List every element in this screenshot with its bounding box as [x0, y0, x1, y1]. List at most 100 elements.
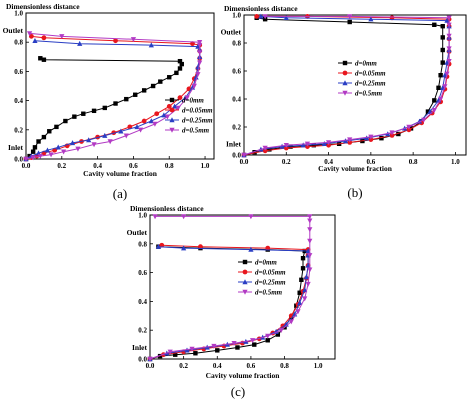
x-axis-label: Cavity volume fraction [206, 371, 281, 380]
x-axis-label: Cavity volume fraction [83, 169, 158, 178]
legend: d=0mm d=0.05mm d=0.25mm d=0.5mm [165, 97, 213, 135]
data-point [321, 141, 327, 146]
data-point [283, 15, 289, 20]
y-marker-label: Outlet [127, 228, 148, 237]
x-tick-label: 0.0 [22, 162, 31, 170]
data-point [197, 40, 203, 45]
data-point [150, 83, 156, 89]
data-point [248, 246, 254, 252]
data-point [37, 153, 43, 159]
x-tick-label: 0.2 [57, 162, 66, 170]
legend-entry: d=0.25mm [182, 117, 213, 125]
data-point [440, 47, 445, 53]
data-point [113, 101, 118, 106]
data-point [181, 245, 187, 251]
data-point [75, 146, 81, 152]
series-line [149, 215, 311, 360]
data-point [300, 256, 306, 261]
series-d=0mm [241, 15, 445, 158]
series-d=0.05mm [241, 14, 452, 158]
legend-swatch-marker [242, 259, 248, 265]
data-point [275, 332, 281, 337]
data-point [181, 214, 187, 220]
x-tick-label: 1.0 [451, 158, 460, 166]
data-point [184, 95, 190, 101]
legend-swatch-marker [169, 107, 175, 113]
legend-swatch-marker [169, 97, 175, 103]
legend-entry: d=0.05mm [255, 269, 286, 277]
series-line [25, 32, 201, 160]
series-line [243, 15, 450, 156]
data-point [307, 218, 313, 224]
data-point [44, 147, 51, 153]
legend-swatch-marker [342, 80, 348, 86]
data-point [267, 147, 272, 152]
data-point [235, 345, 240, 350]
y-tick-label: 0.6 [232, 68, 241, 76]
y-marker-label: Outlet [221, 27, 242, 36]
plot-frame [243, 14, 467, 156]
data-point [59, 34, 65, 40]
data-point [446, 15, 452, 21]
y-tick-label: 0.0 [232, 152, 241, 160]
y-tick-label: 0.8 [232, 40, 241, 48]
plot-frame [149, 214, 336, 360]
data-point [63, 118, 68, 124]
data-point [379, 136, 384, 141]
x-tick-label: 0.8 [409, 158, 418, 166]
legend: d=0mm d=0.05mm d=0.25mm d=0.5mm [338, 60, 386, 98]
data-point [444, 71, 450, 77]
legend-entry: d=0.5mm [182, 127, 210, 135]
data-point [347, 19, 352, 25]
series-line [243, 15, 450, 156]
data-point [325, 140, 332, 146]
legend-entry: d=0mm [255, 259, 277, 267]
data-point [30, 155, 36, 161]
data-point [299, 277, 304, 282]
series-d=0.5mm [241, 14, 452, 158]
data-point [177, 58, 183, 64]
data-point [147, 356, 153, 362]
data-point [189, 84, 196, 90]
data-point [124, 96, 129, 102]
data-point [193, 351, 198, 356]
y-tick-label: 0.4 [232, 96, 241, 104]
data-point [368, 16, 374, 22]
legend-entry: d=0.05mm [182, 107, 213, 115]
data-point [436, 85, 441, 90]
data-point [368, 134, 374, 140]
data-point [175, 105, 181, 111]
panel-caption: (c) [231, 384, 245, 399]
data-point [193, 74, 199, 80]
legend-swatch-marker [342, 90, 348, 96]
chart-panel-2: 0.0 0.2 0.4 0.6 0.8 1.0 0.0 0.2 0.4 0.6 0.8 1.0 Outl… [221, 4, 467, 200]
data-point [130, 37, 137, 43]
x-tick-label: 0.0 [146, 362, 155, 370]
y-tick-label: 0.2 [232, 124, 241, 132]
data-point [107, 139, 113, 145]
data-point [55, 144, 61, 150]
data-point [158, 79, 163, 84]
y-tick-label: 0.8 [14, 39, 23, 47]
data-point [30, 149, 36, 154]
y-marker-label: Inlet [8, 143, 24, 152]
data-point [438, 96, 444, 102]
data-point [252, 150, 257, 155]
data-point [300, 142, 306, 148]
y-axis-label: Dimensionless distance [6, 2, 80, 11]
data-point [307, 253, 313, 259]
data-point [28, 33, 34, 39]
x-tick-label: 0.4 [213, 362, 222, 370]
data-point [47, 129, 52, 134]
data-point [141, 118, 147, 124]
chart-panel-1: 0.0 0.2 0.4 0.6 0.8 1.0 0.0 0.2 0.4 0.6 0.8 1.0 Outl… [3, 2, 215, 201]
series-line [149, 244, 309, 360]
data-point [440, 60, 445, 65]
y-tick-label: 1.0 [14, 10, 23, 18]
data-point [91, 142, 97, 148]
data-point [161, 112, 167, 118]
y-marker-label: Inlet [226, 139, 242, 148]
data-point [36, 139, 41, 144]
data-point [154, 111, 160, 117]
x-tick-label: 0.2 [282, 158, 291, 166]
